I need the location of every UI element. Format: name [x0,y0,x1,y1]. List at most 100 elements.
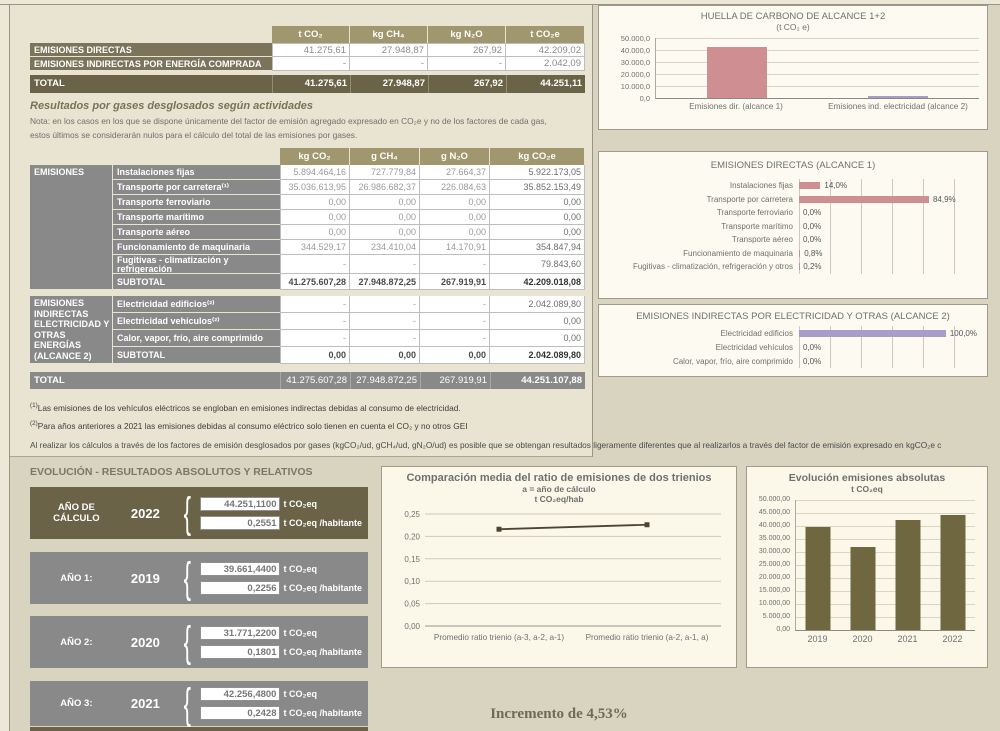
x-axis-labels: 2019 2020 2021 2022 [795,634,975,644]
cell[interactable]: - [272,57,350,71]
cell[interactable]: 0,00 [490,210,585,225]
cell[interactable]: 41.275,61 [272,43,350,57]
total-cell[interactable]: 44.251.107,88 [490,372,585,389]
cell[interactable]: - [350,255,420,274]
cell[interactable]: 26.986.682,37 [350,180,420,195]
total-cell[interactable]: 41.275,61 [272,75,350,93]
cell[interactable]: 2.042,09 [506,57,585,71]
summary-table: t CO₂ kg CH₄ kg N₂O t CO₂e EMISIONES DIRECTA… [30,26,585,93]
cell[interactable]: 0,00 [490,225,585,240]
cell[interactable]: 0,00 [280,210,350,225]
cell[interactable]: - [280,330,350,347]
total-cell[interactable]: 267,92 [428,75,506,93]
absolute-emissions-field[interactable]: 31.771,2200 [200,625,281,640]
gridline [656,50,979,51]
cell[interactable]: 234.410,04 [350,240,420,255]
chart-panel-emisiones-indirectas: EMISIONES INDIRECTAS POR ELECTRICIDAD Y … [598,304,988,377]
x-tick-label: Promedio ratio trienio (a-2, a-1, a) [586,633,709,642]
cell[interactable]: 27.664,37 [420,165,490,180]
bar [799,195,929,203]
row-group-label: EMISIONES [30,165,112,290]
per-capita-field[interactable]: 0,2428 [200,706,281,720]
table-row: Transporte aéreo 0,00 0,00 0,00 0,00 [112,225,585,240]
cell[interactable]: 0,00 [490,313,585,330]
subtotal-cell[interactable]: 41.275.607,28 [280,274,350,290]
subtotal-cell[interactable]: 0,00 [350,347,420,364]
cell[interactable]: 79.843,60 [490,255,585,274]
total-cell[interactable]: 27.948,87 [350,75,428,93]
cell[interactable]: - [420,330,490,347]
cell[interactable]: 14.170,91 [420,240,490,255]
row-label: Transporte aéreo [112,225,280,240]
cell[interactable]: 0,00 [350,195,420,210]
cell[interactable]: 35.036.613,95 [280,180,350,195]
subtotal-cell[interactable]: 27.948.872,25 [350,274,420,290]
absolute-emissions-field[interactable]: 42.256,4800 [200,687,281,701]
cell[interactable]: 0,00 [490,330,585,347]
cell[interactable]: 727.779,84 [350,165,420,180]
cell[interactable]: 0,00 [280,195,350,210]
cell[interactable]: - [350,313,420,330]
cell[interactable]: - [350,57,428,71]
y-tick-label: 0,00 [776,626,790,633]
cell[interactable]: 2.042.089,80 [490,296,585,313]
cell[interactable]: - [280,296,350,313]
absolute-emissions-field[interactable]: 44.251,1100 [200,496,281,511]
bar-track: 0,8% [799,246,977,260]
per-capita-field[interactable]: 0,2256 [200,580,281,595]
total-cell[interactable]: 27.948.872,25 [350,372,420,389]
cell[interactable]: 0,00 [420,210,490,225]
cell[interactable]: 42.209,02 [506,43,585,57]
cell[interactable]: 226.084,63 [420,180,490,195]
cell[interactable]: 267,92 [428,43,506,57]
total-cell[interactable]: 41.275.607,28 [280,372,350,389]
subtotal-cell[interactable]: 42.209.018,08 [490,274,585,290]
cell[interactable]: - [280,255,350,274]
cell[interactable]: 0,00 [420,195,490,210]
chart-panel-huella-carbono: HUELLA DE CARBONO DE ALCANCE 1+2 (t CO₂ e… [598,5,988,130]
category-label: Funcionamiento de maquinaria [683,248,793,258]
subtotal-cell[interactable]: 0,00 [420,347,490,364]
chart-title: HUELLA DE CARBONO DE ALCANCE 1+2 [700,11,886,22]
cell[interactable]: 354.847,94 [490,240,585,255]
subtotal-cell[interactable]: 0,00 [280,347,350,364]
absolute-emissions-field[interactable]: 39.661,4400 [200,561,281,576]
cell[interactable]: 0,00 [350,210,420,225]
cell[interactable]: 0,00 [420,225,490,240]
table-row: Instalaciones fijas 5.894.464,16 727.779,8… [112,165,585,180]
bar-track: 14,0% [799,179,977,193]
cell[interactable]: - [420,255,490,274]
cell[interactable]: 5.894.464,16 [280,165,350,180]
bar-emisiones-ind-electricidad-alcance-2- [868,95,929,98]
cell[interactable]: 0,00 [280,225,350,240]
cell[interactable]: - [350,296,420,313]
bar-row: Fugitivas - climatización, refrigeración… [603,260,977,274]
cell[interactable]: 0,00 [350,225,420,240]
cell[interactable]: 0,00 [490,195,585,210]
total-cell[interactable]: 44.251,11 [506,75,585,93]
total-cell[interactable]: 267.919,91 [420,372,490,389]
chart-panel-emisiones-directas: EMISIONES DIRECTAS (ALCANCE 1) Instalacio… [598,151,988,299]
cell[interactable]: - [428,57,506,71]
year-value: 2021 [130,696,160,711]
cell[interactable]: - [420,313,490,330]
cell[interactable]: 35.852.153,49 [490,180,585,195]
data-line [498,523,648,531]
subtotal-cell[interactable]: 2.042.089,80 [490,347,585,364]
cell[interactable]: - [280,313,350,330]
subtotal-label: SUBTOTAL [112,347,280,364]
cell[interactable]: - [350,330,420,347]
subtotal-cell[interactable]: 267.919,91 [420,274,490,290]
table-corner [30,26,272,43]
column-header: g N₂O [420,148,490,165]
per-capita-field[interactable]: 0,2551 [200,515,281,530]
value-label: 0,8% [804,248,823,258]
absolute-line: 31.771,2200 t CO₂eq [200,625,362,640]
cell[interactable]: - [420,296,490,313]
cell[interactable]: 27.948,87 [350,43,428,57]
cell[interactable]: 344.529,17 [280,240,350,255]
cell[interactable]: 5.922.173,05 [490,165,585,180]
y-tick-label: 0,00 [404,622,420,631]
chart-panel-evolucion-absolutas: Evolución emisiones absolutas t CO₂eq 50.0… [746,466,988,668]
per-capita-field[interactable]: 0,1801 [200,644,281,659]
